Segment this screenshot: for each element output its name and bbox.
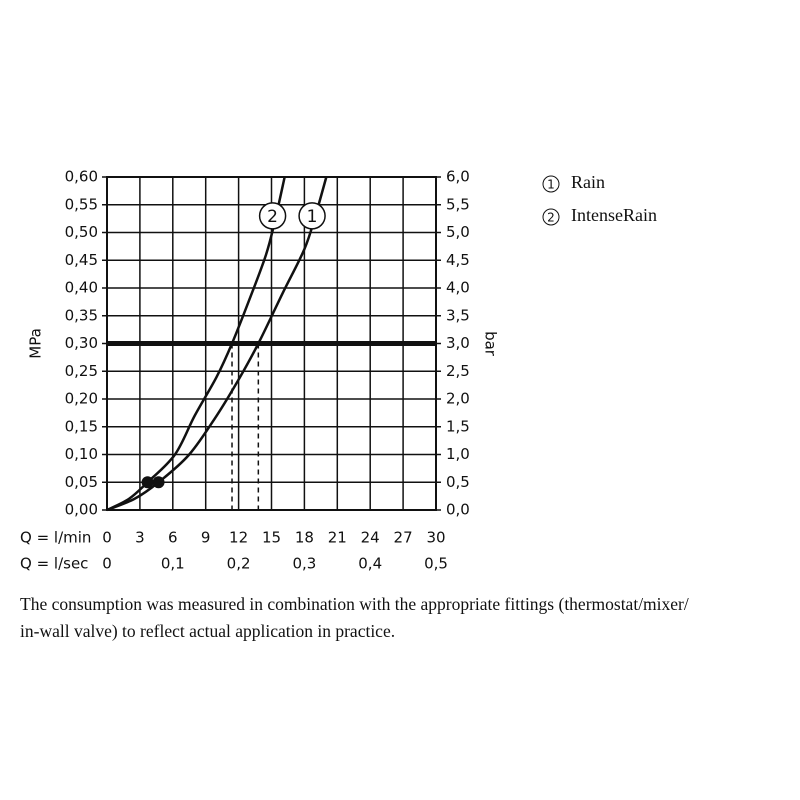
y2-axis-label: bar: [482, 331, 500, 357]
y2-tick-label: 6,0: [446, 168, 470, 186]
y2-tick-label: 3,5: [446, 306, 470, 324]
x-tick-label: 18: [295, 529, 314, 547]
y2-tick-label: 4,0: [446, 279, 470, 297]
x2-tick-label: 0,3: [292, 555, 316, 573]
y-tick-label: 0,45: [65, 251, 98, 269]
y2-tick-label: 1,0: [446, 445, 470, 463]
y-axis-label: MPa: [27, 328, 45, 359]
series-line: [106, 176, 286, 512]
legend-marker: [542, 175, 560, 193]
y-tick-label: 0,55: [65, 195, 98, 213]
caption-line: in-wall valve) to reflect actual applica…: [20, 621, 395, 641]
curve-marker-label: 1: [307, 207, 318, 227]
y2-tick-label: 5,5: [446, 195, 470, 213]
legend-label: IntenseRain: [571, 205, 657, 225]
y2-tick-label: 2,0: [446, 390, 470, 408]
y2-tick-label: 2,5: [446, 362, 470, 380]
curve-marker: [298, 202, 326, 230]
y2-tick-label: 3,0: [446, 334, 470, 352]
x-tick-label: 0: [102, 529, 112, 547]
x-tick-label: 27: [394, 529, 413, 547]
x-tick-label: 3: [135, 529, 145, 547]
y-tick-label: 0,40: [65, 279, 98, 297]
legend-label: Rain: [571, 172, 605, 192]
y2-tick-label: 5,0: [446, 223, 470, 241]
x2-tick-label: 0,2: [227, 555, 251, 573]
x2-tick-label: 0: [102, 555, 112, 573]
y-tick-label: 0,60: [65, 168, 98, 186]
y-tick-label: 0,10: [65, 445, 98, 463]
series-line: [106, 176, 328, 512]
y2-tick-label: 4,5: [446, 251, 470, 269]
x-axis-label: Q = l/min: [20, 529, 91, 547]
y-tick-label: 0,20: [65, 390, 98, 408]
caption-line: The consumption was measured in combinat…: [20, 594, 689, 614]
x2-tick-label: 0,1: [161, 555, 185, 573]
x-tick-label: 21: [328, 529, 347, 547]
x-tick-label: 15: [262, 529, 281, 547]
x2-axis-label: Q = l/sec: [20, 555, 88, 573]
x2-tick-label: 0,5: [424, 555, 448, 573]
y-tick-label: 0,50: [65, 223, 98, 241]
curve-marker-label: 2: [267, 207, 278, 227]
x-tick-label: 6: [168, 529, 178, 547]
y-tick-label: 0,15: [65, 417, 98, 435]
operating-point: [152, 476, 165, 489]
y2-tick-label: 0,5: [446, 473, 470, 491]
y-tick-label: 0,00: [65, 501, 98, 519]
x2-tick-label: 0,4: [358, 555, 382, 573]
x-tick-label: 30: [426, 529, 445, 547]
y-tick-label: 0,30: [65, 334, 98, 352]
y2-tick-label: 0,0: [446, 501, 470, 519]
legend-marker: [542, 208, 560, 226]
legend-marker-label: 1: [547, 178, 555, 192]
y-tick-label: 0,05: [65, 473, 98, 491]
curve-marker: [258, 202, 287, 230]
y2-tick-label: 1,5: [446, 417, 470, 435]
y-tick-label: 0,35: [65, 306, 98, 324]
x-tick-label: 24: [361, 529, 380, 547]
x-tick-label: 9: [201, 529, 211, 547]
x-tick-label: 12: [229, 529, 248, 547]
y-tick-label: 0,25: [65, 362, 98, 380]
operating-point: [141, 476, 154, 489]
legend-marker-label: 2: [547, 211, 555, 225]
